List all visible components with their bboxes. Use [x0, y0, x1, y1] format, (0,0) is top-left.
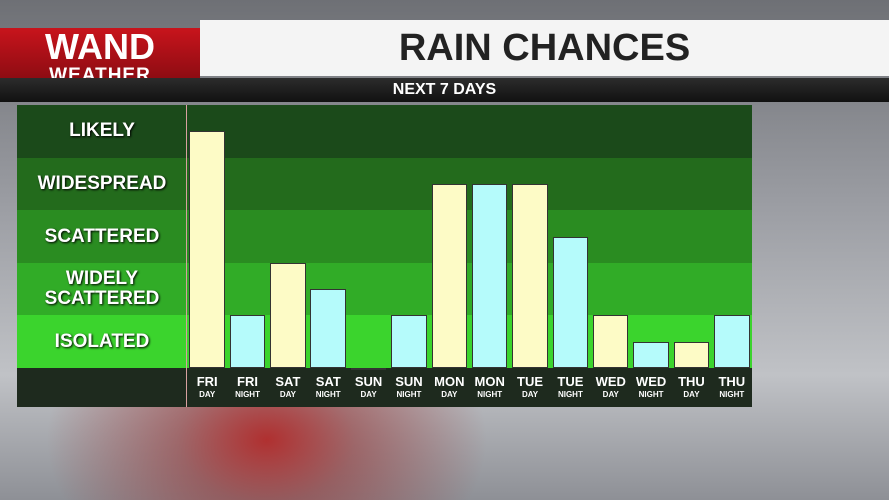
x-tick-label: TUE: [517, 374, 544, 389]
logo-text: WAND: [45, 26, 155, 67]
band: [17, 105, 752, 158]
x-tick-label: WED: [635, 374, 667, 389]
band: [17, 262, 752, 316]
x-tick-sublabel: DAY: [279, 390, 296, 399]
x-tick-label: THU: [678, 374, 705, 389]
x-tick-sublabel: NIGHT: [557, 390, 583, 399]
bar: [189, 131, 225, 368]
y-tick-label: ISOLATED: [54, 330, 150, 352]
y-tick-label: WIDESPREAD: [37, 172, 167, 194]
x-tick-label: TUE: [557, 374, 584, 389]
x-tick-sublabel: NIGHT: [235, 390, 260, 399]
bar: [592, 315, 629, 368]
x-tick-sublabel: DAY: [521, 390, 539, 399]
bar: [673, 341, 710, 368]
bar: [471, 183, 508, 368]
y-tick-label: LIKELY: [69, 120, 135, 142]
bar: [270, 262, 306, 368]
bar: [310, 289, 346, 368]
x-tick-sublabel: DAY: [602, 390, 619, 399]
band: [17, 315, 752, 368]
x-tick-sublabel: DAY: [360, 390, 377, 399]
x-tick-label: FRI: [196, 374, 218, 389]
separator: [186, 105, 187, 407]
band: [17, 210, 752, 263]
x-tick-label: SUN: [395, 374, 423, 389]
bar: [391, 315, 427, 368]
y-tick-label: WIDELY SCATTERED: [44, 268, 160, 310]
bar: [512, 183, 548, 368]
bar: [633, 341, 669, 368]
x-tick-sublabel: DAY: [683, 390, 700, 399]
bar: [552, 236, 589, 368]
x-tick-label: FRI: [237, 374, 259, 389]
bar: [229, 315, 266, 368]
x-tick-sublabel: NIGHT: [719, 390, 745, 399]
x-tick-label: WED: [595, 374, 626, 389]
x-tick-label: THU: [718, 374, 746, 389]
bar: [350, 368, 387, 370]
x-tick-label: MON: [434, 374, 465, 389]
bar: [714, 315, 750, 368]
x-tick-sublabel: NIGHT: [315, 390, 341, 399]
x-tick-label: SAT: [315, 374, 341, 389]
bar: [431, 183, 468, 368]
y-tick-label: SCATTERED: [44, 225, 160, 247]
chart-title: RAIN CHANCES: [200, 20, 889, 76]
x-tick-sublabel: NIGHT: [638, 390, 664, 399]
x-tick-sublabel: DAY: [199, 390, 216, 399]
chart-subtitle: NEXT 7 DAYS: [0, 78, 889, 102]
x-tick-sublabel: NIGHT: [477, 390, 503, 399]
x-tick-sublabel: NIGHT: [396, 390, 422, 399]
band: [17, 157, 752, 211]
x-tick-label: SAT: [275, 374, 301, 389]
x-tick-label: MON: [474, 374, 505, 389]
x-tick-label: SUN: [354, 374, 383, 389]
x-tick-sublabel: DAY: [441, 390, 458, 399]
